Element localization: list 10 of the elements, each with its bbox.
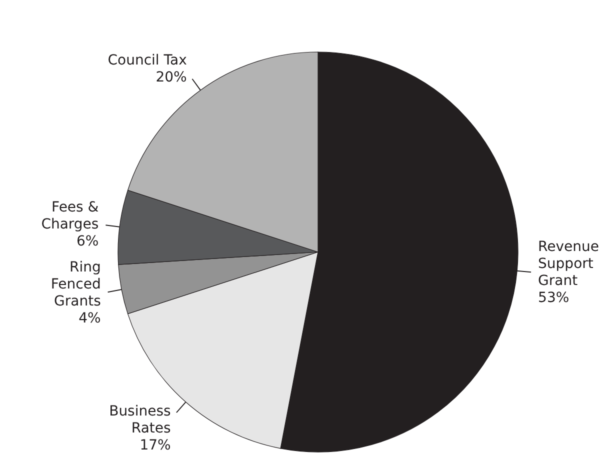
- data-label: 53%: [538, 290, 570, 306]
- slice-label: Revenue Support Grant: [538, 239, 600, 290]
- slice-label: Ring Fenced Grants: [50, 259, 101, 310]
- slice-label: Fees & Charges: [41, 200, 99, 233]
- data-label: 17%: [140, 437, 171, 454]
- data-label: 6%: [76, 234, 99, 250]
- data-label: 4%: [78, 310, 101, 326]
- slice-label: Council Tax: [108, 52, 187, 68]
- slice-label: Business Rates: [109, 403, 171, 436]
- data-label: 20%: [156, 69, 187, 86]
